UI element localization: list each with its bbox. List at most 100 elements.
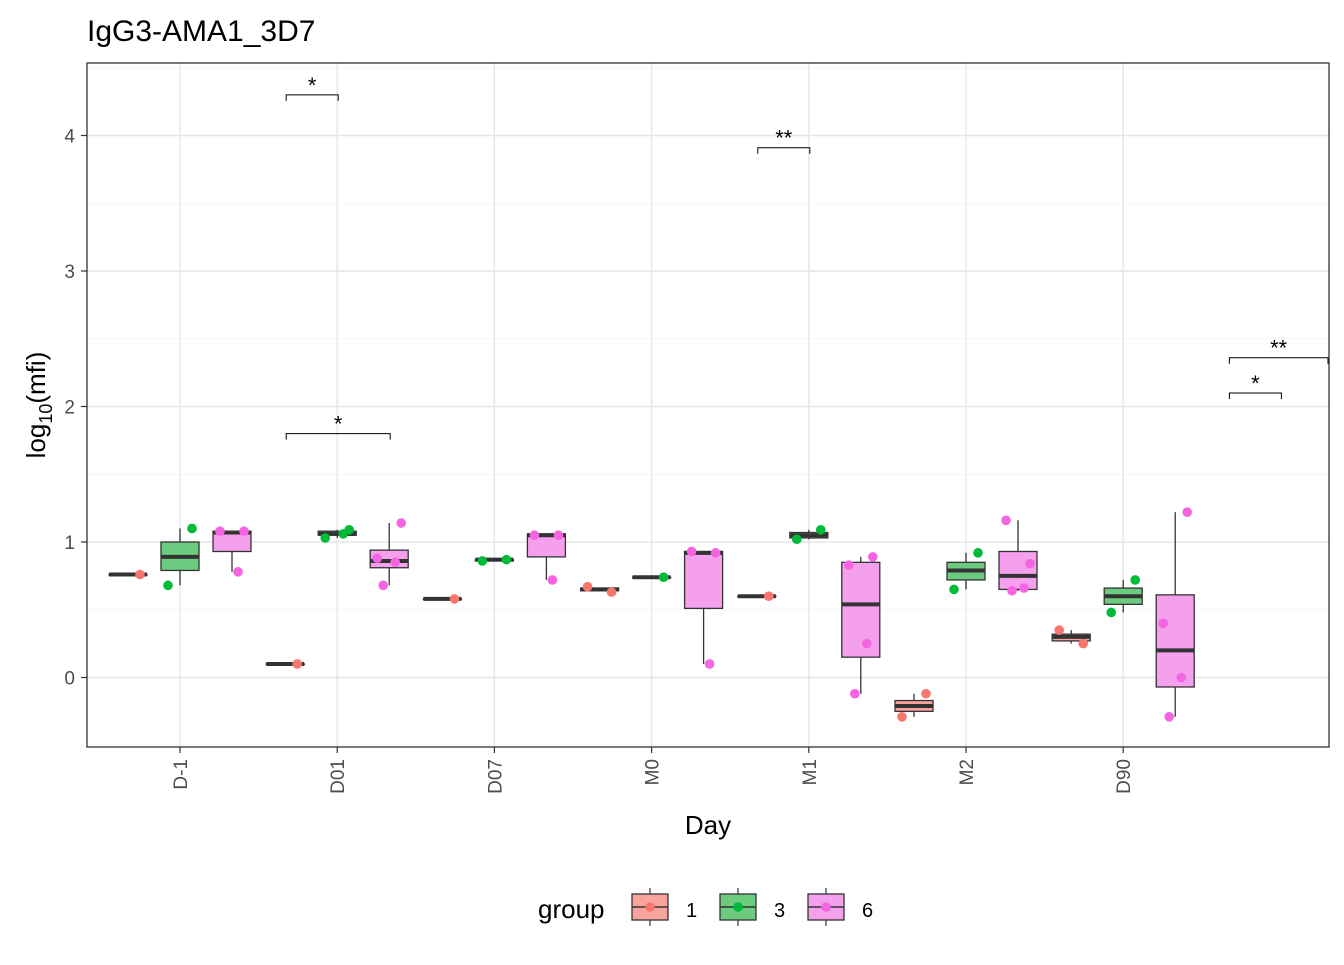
data-point — [239, 526, 249, 536]
legend-item-1: 1 — [631, 888, 697, 926]
legend-key-point — [821, 902, 831, 912]
significance-annotation: ** — [1228, 336, 1329, 364]
legend: group 1 3 6 — [538, 888, 873, 926]
box-group-6-M0 — [683, 550, 724, 664]
significance-bracket — [757, 147, 811, 154]
legend-key-point — [733, 902, 743, 912]
panel-border — [86, 62, 1330, 748]
y-tick-label: 3 — [64, 262, 75, 283]
x-tick-label: D07 — [485, 759, 506, 794]
data-point — [529, 530, 540, 541]
data-point — [1019, 583, 1029, 593]
box-group-1-M2 — [894, 693, 934, 717]
x-tick-label: D01 — [328, 759, 349, 794]
y-tick-label: 0 — [64, 669, 75, 690]
significance-bracket — [285, 94, 339, 101]
legend-item-6: 6 — [807, 888, 873, 926]
data-point — [704, 659, 715, 669]
data-point — [862, 638, 872, 649]
box-body — [998, 550, 1038, 591]
data-point — [1158, 618, 1168, 629]
data-point — [1054, 625, 1064, 635]
data-point — [338, 529, 349, 539]
legend-label: 6 — [862, 900, 873, 922]
data-point — [582, 581, 593, 592]
box-body — [841, 561, 881, 658]
data-point — [973, 548, 983, 558]
y-axis-title-rest: (mfi) — [21, 352, 51, 404]
data-point — [844, 560, 854, 570]
data-point — [850, 688, 860, 699]
significance-annotation: ** — [757, 126, 811, 154]
data-point — [553, 530, 564, 541]
x-axis-title: Day — [685, 810, 731, 840]
data-point — [378, 580, 389, 591]
data-point — [1106, 607, 1116, 618]
significance-bracket — [285, 433, 391, 440]
significance-bracket — [1228, 357, 1329, 364]
box-group-6-D90 — [1155, 512, 1195, 717]
data-point — [1025, 558, 1035, 569]
box-body — [683, 550, 724, 610]
y-axis: 0 1 2 3 4 — [64, 127, 87, 690]
data-point — [547, 575, 558, 585]
data-point — [897, 711, 907, 722]
data-point — [501, 554, 512, 565]
data-point — [868, 552, 878, 562]
x-tick-label: M0 — [643, 759, 664, 785]
box-group-3-D-1 — [160, 528, 200, 586]
significance-label: * — [308, 73, 317, 98]
legend-title: group — [538, 894, 605, 924]
x-axis: D-1 D01 D07 M0 M1 M2 D90 — [171, 747, 1135, 794]
legend-label: 1 — [686, 900, 697, 922]
significance-label: ** — [1270, 336, 1288, 361]
data-point — [686, 546, 697, 557]
data-point — [1078, 638, 1088, 649]
data-point — [710, 548, 721, 558]
data-point — [1176, 672, 1186, 683]
data-point — [135, 569, 145, 580]
data-point — [449, 594, 460, 604]
data-point — [215, 526, 225, 536]
data-point — [1164, 711, 1174, 722]
y-tick-label: 4 — [64, 127, 75, 148]
box-group-6-M2 — [998, 520, 1038, 591]
legend-item-3: 3 — [719, 888, 785, 926]
data-point — [949, 584, 959, 595]
data-point — [1130, 575, 1140, 585]
data-point — [1182, 507, 1192, 517]
data-point — [372, 553, 383, 564]
significance-annotation: * — [285, 73, 339, 101]
significance-annotation: * — [1228, 371, 1282, 399]
box-body — [1155, 594, 1195, 688]
data-point — [921, 688, 931, 699]
y-tick-label: 1 — [64, 533, 75, 554]
annotation-layer: ******* — [285, 73, 1329, 440]
x-tick-label: D90 — [1114, 759, 1135, 794]
significance-bracket — [1228, 392, 1282, 399]
data-point — [792, 534, 802, 545]
data-point — [658, 572, 669, 583]
legend-label: 3 — [774, 900, 785, 922]
grid-layer — [87, 63, 1329, 747]
x-tick-label: M2 — [957, 759, 978, 785]
y-axis-title-subscript: 10 — [36, 404, 56, 424]
data-point — [606, 587, 617, 597]
box-group-3-D90 — [1103, 579, 1143, 613]
data-point — [390, 557, 401, 568]
point-layer — [135, 507, 1192, 722]
significance-label: * — [334, 412, 343, 437]
data-point — [320, 533, 331, 543]
data-point — [396, 518, 407, 528]
y-axis-title-base: log — [21, 424, 51, 459]
significance-label: * — [1251, 371, 1260, 396]
significance-annotation: * — [285, 412, 391, 440]
plot-panel-background — [87, 63, 1329, 747]
chart-title: IgG3-AMA1_3D7 — [87, 15, 315, 48]
data-point — [816, 525, 826, 535]
legend-key-point — [645, 902, 655, 912]
significance-label: ** — [775, 126, 793, 151]
data-point — [187, 523, 197, 534]
x-tick-label: M1 — [800, 759, 821, 785]
